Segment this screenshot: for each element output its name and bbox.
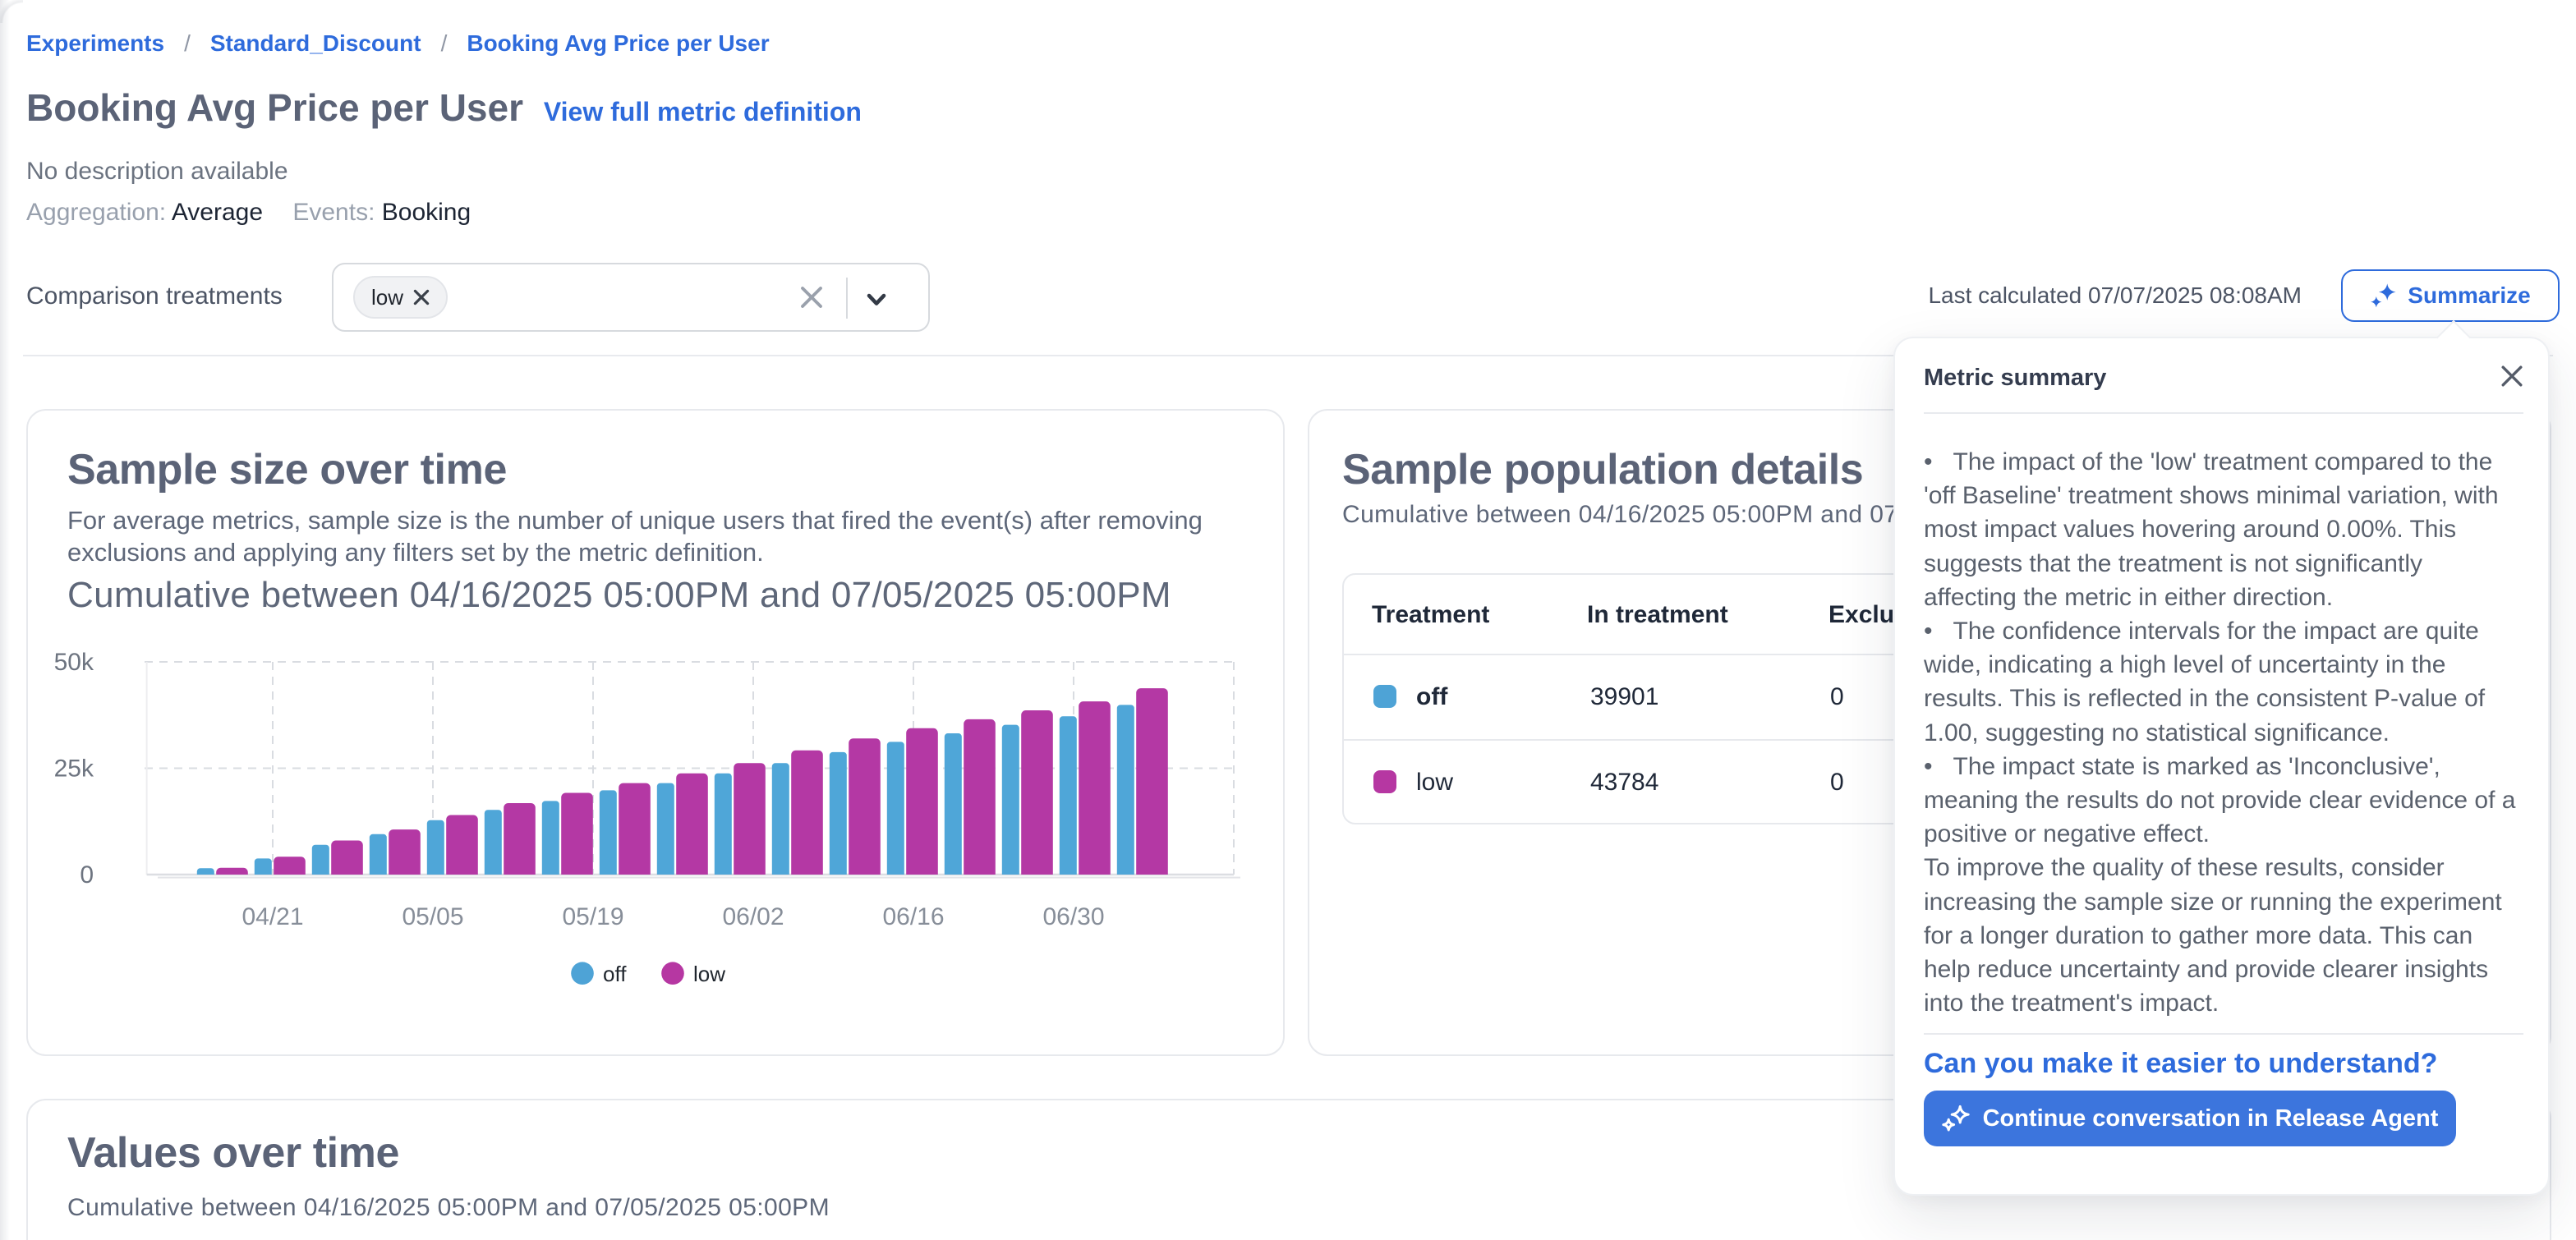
svg-text:05/05: 05/05 <box>402 903 463 930</box>
svg-text:06/16: 06/16 <box>882 903 944 930</box>
svg-text:50k: 50k <box>54 649 94 676</box>
svg-text:04/21: 04/21 <box>242 903 303 930</box>
svg-text:low: low <box>693 962 725 986</box>
svg-text:06/02: 06/02 <box>722 903 784 930</box>
svg-text:0: 0 <box>80 861 94 889</box>
svg-text:off: off <box>603 962 627 986</box>
svg-text:05/19: 05/19 <box>562 903 623 930</box>
svg-text:25k: 25k <box>54 755 94 783</box>
svg-text:06/30: 06/30 <box>1042 903 1104 930</box>
